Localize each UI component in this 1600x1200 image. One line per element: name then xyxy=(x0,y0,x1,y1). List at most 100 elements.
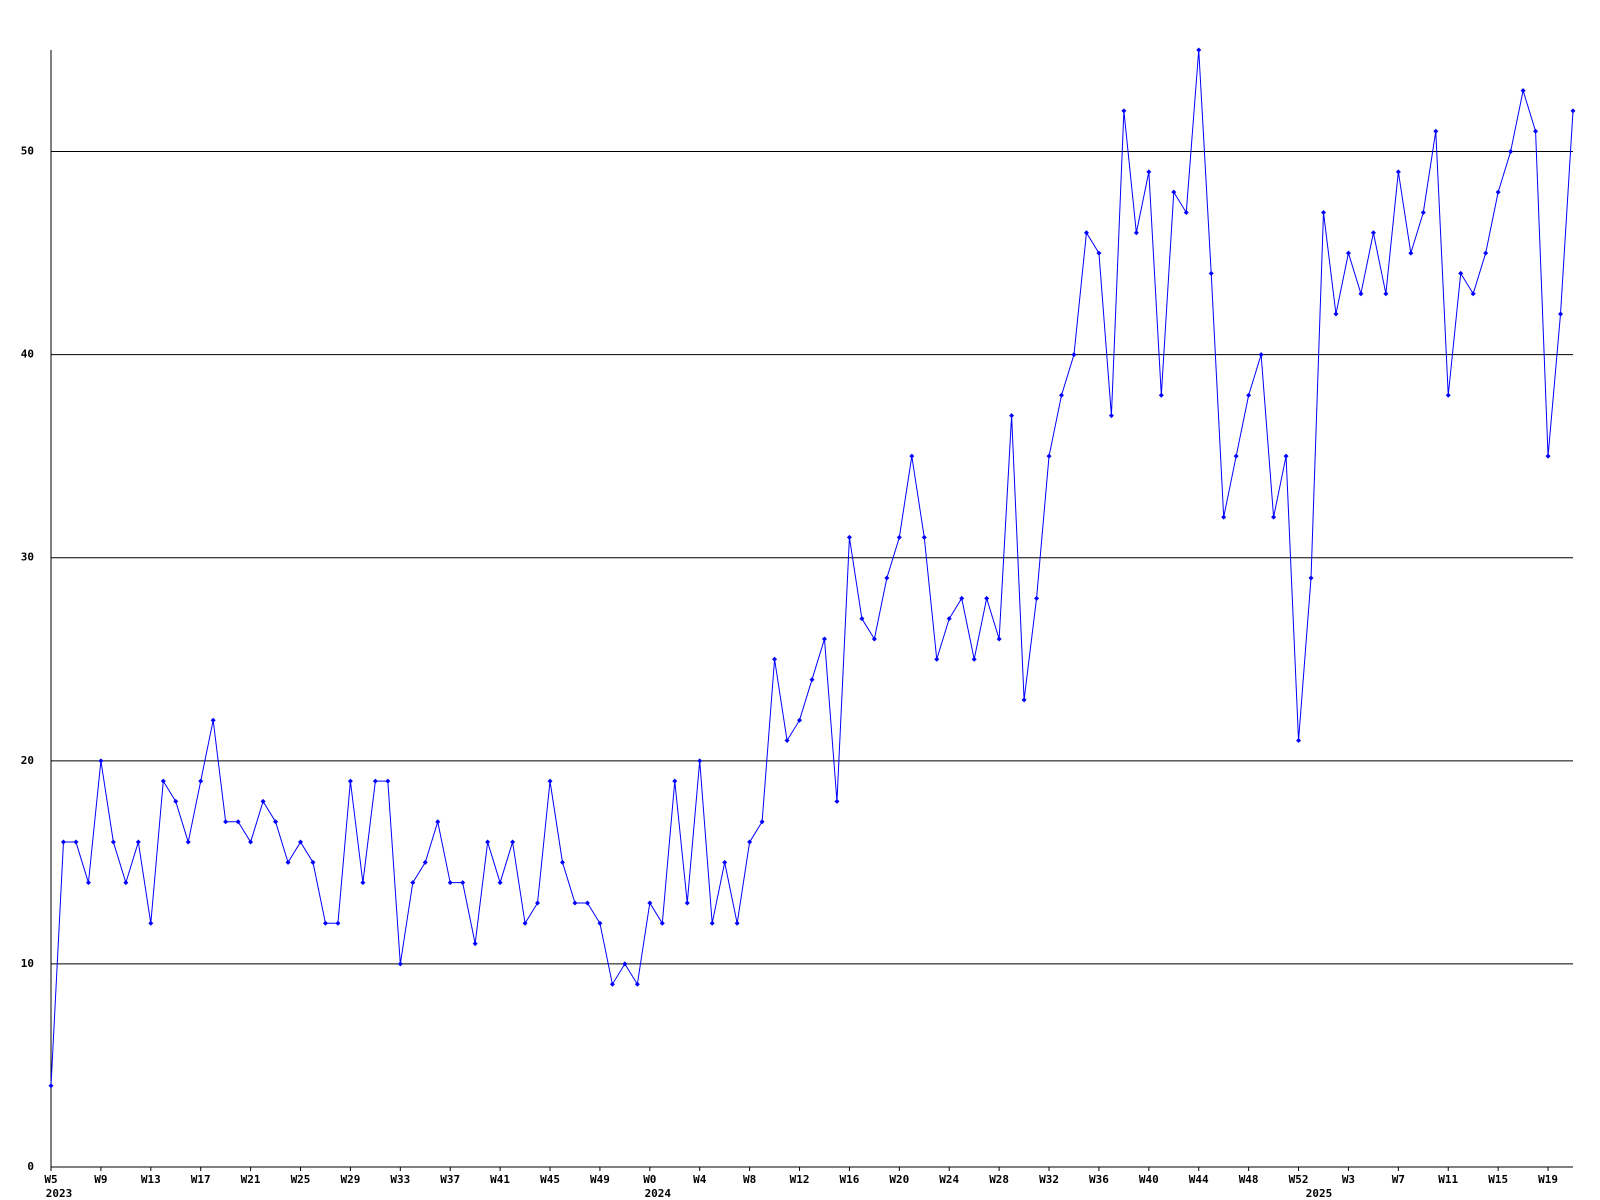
data-point xyxy=(485,839,491,845)
x-tick-label: W45 xyxy=(540,1173,560,1186)
data-point xyxy=(884,575,890,581)
data-point xyxy=(1370,230,1376,236)
data-point xyxy=(123,880,129,886)
data-point xyxy=(859,616,865,622)
data-point xyxy=(772,656,778,662)
y-tick-label: 20 xyxy=(21,754,34,767)
data-point xyxy=(347,778,353,784)
data-point xyxy=(971,656,977,662)
data-point xyxy=(535,900,541,906)
x-tick-label: W49 xyxy=(590,1173,610,1186)
data-point xyxy=(510,839,516,845)
x-tick-label: W33 xyxy=(390,1173,410,1186)
data-point xyxy=(896,534,902,540)
data-point xyxy=(1420,209,1426,215)
data-point xyxy=(1083,230,1089,236)
data-point xyxy=(1183,209,1189,215)
data-point xyxy=(834,798,840,804)
data-point xyxy=(48,1083,54,1089)
data-point xyxy=(60,839,66,845)
data-point xyxy=(659,920,665,926)
data-point xyxy=(697,758,703,764)
data-point xyxy=(335,920,341,926)
data-point xyxy=(1508,149,1514,155)
data-point xyxy=(1358,291,1364,297)
data-point xyxy=(1021,697,1027,703)
data-point xyxy=(447,880,453,886)
data-point xyxy=(934,656,940,662)
data-point xyxy=(634,981,640,987)
year-label: 2025 xyxy=(1306,1187,1333,1200)
data-point xyxy=(1458,270,1464,276)
data-point xyxy=(1258,352,1264,358)
data-point xyxy=(1445,392,1451,398)
data-point xyxy=(210,717,216,723)
data-point xyxy=(1495,189,1501,195)
data-point xyxy=(310,859,316,865)
data-point xyxy=(1096,250,1102,256)
data-point xyxy=(1246,392,1252,398)
data-point xyxy=(223,819,229,825)
data-point xyxy=(809,677,815,683)
data-point xyxy=(185,839,191,845)
data-point xyxy=(984,595,990,601)
data-point xyxy=(959,595,965,601)
x-tick-label: W52 xyxy=(1289,1173,1309,1186)
data-point xyxy=(1533,128,1539,134)
data-point xyxy=(1283,453,1289,459)
data-point xyxy=(909,453,915,459)
data-point xyxy=(1545,453,1551,459)
year-label: 2023 xyxy=(46,1187,73,1200)
data-point xyxy=(821,636,827,642)
x-tick-label: W4 xyxy=(693,1173,707,1186)
data-point xyxy=(322,920,328,926)
data-point xyxy=(684,900,690,906)
x-tick-label: W12 xyxy=(790,1173,810,1186)
x-tick-label: W15 xyxy=(1488,1173,1508,1186)
data-point xyxy=(385,778,391,784)
data-point xyxy=(1208,270,1214,276)
data-point xyxy=(260,798,266,804)
x-tick-label: W7 xyxy=(1392,1173,1405,1186)
data-point xyxy=(572,900,578,906)
x-tick-label: W16 xyxy=(839,1173,859,1186)
x-tick-label: W48 xyxy=(1239,1173,1259,1186)
data-point xyxy=(1520,88,1526,94)
data-point xyxy=(709,920,715,926)
x-tick-label: W5 xyxy=(44,1173,57,1186)
x-tick-label: W13 xyxy=(141,1173,161,1186)
data-point xyxy=(584,900,590,906)
data-point xyxy=(1383,291,1389,297)
x-tick-label: W36 xyxy=(1089,1173,1109,1186)
data-point xyxy=(1296,738,1302,744)
y-tick-label: 10 xyxy=(21,957,34,970)
x-tick-label: W41 xyxy=(490,1173,510,1186)
data-point xyxy=(1133,230,1139,236)
data-point xyxy=(372,778,378,784)
data-point xyxy=(747,839,753,845)
data-point xyxy=(622,961,628,967)
data-point xyxy=(1059,392,1065,398)
x-tick-label: W9 xyxy=(94,1173,107,1186)
data-point xyxy=(1221,514,1227,520)
data-point xyxy=(460,880,466,886)
data-point xyxy=(472,941,478,947)
y-tick-label: 0 xyxy=(27,1160,34,1173)
x-tick-label: W29 xyxy=(340,1173,360,1186)
data-point xyxy=(360,880,366,886)
data-point xyxy=(722,859,728,865)
x-tick-label: W44 xyxy=(1189,1173,1209,1186)
data-point xyxy=(235,819,241,825)
data-point xyxy=(1333,311,1339,317)
data-point xyxy=(1196,47,1202,53)
data-point xyxy=(422,859,428,865)
data-point xyxy=(1433,128,1439,134)
data-point xyxy=(609,981,615,987)
x-tick-label: W37 xyxy=(440,1173,460,1186)
x-tick-label: W17 xyxy=(191,1173,211,1186)
data-point xyxy=(1271,514,1277,520)
data-point xyxy=(647,900,653,906)
data-point xyxy=(1009,413,1015,419)
